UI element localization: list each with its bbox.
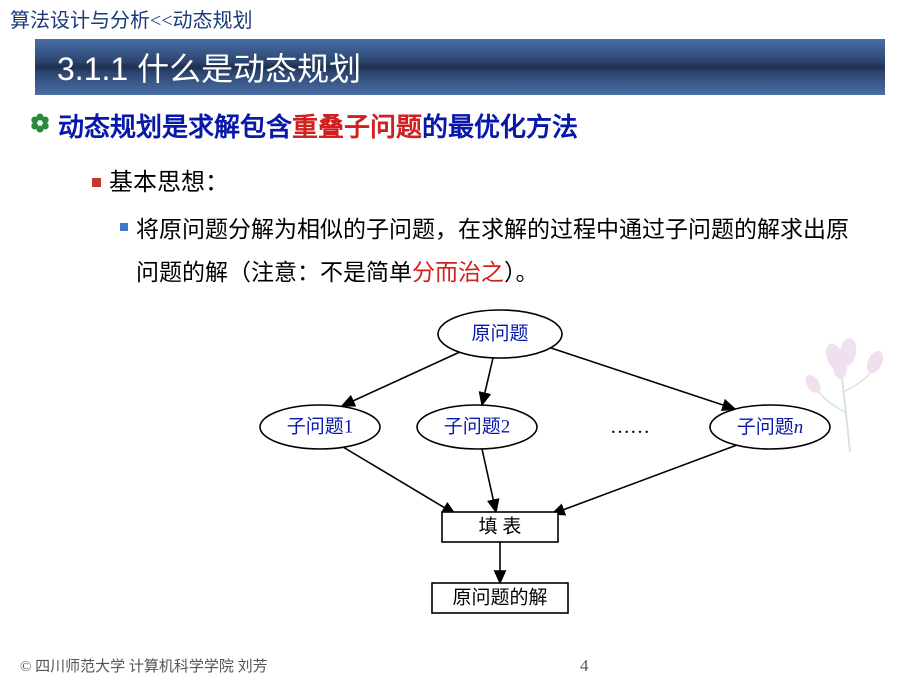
diagram-svg: 原问题子问题1 子问题2 子问题n 填 表原问题的解 …… bbox=[0, 302, 920, 622]
main-text-blue1: 动态规划是求解包含 bbox=[58, 112, 292, 142]
square-bullet-icon bbox=[92, 178, 101, 187]
diagram-area: 原问题子问题1 子问题2 子问题n 填 表原问题的解 …… bbox=[0, 302, 920, 622]
sub-bullet: 基本思想： bbox=[92, 162, 900, 197]
diagram-edge bbox=[552, 445, 737, 514]
text-bullet-content: 将原问题分解为相似的子问题，在求解的过程中通过子问题的解求出原问题的解（注意：不… bbox=[136, 209, 870, 294]
breadcrumb-text: 算法设计与分析<<动态规划 bbox=[10, 10, 253, 32]
flower-bullet-icon bbox=[28, 111, 52, 140]
breadcrumb: 算法设计与分析<<动态规划 bbox=[0, 0, 920, 37]
text-bullet: 将原问题分解为相似的子问题，在求解的过程中通过子问题的解求出原问题的解（注意：不… bbox=[120, 209, 870, 294]
main-bullet: 动态规划是求解包含重叠子问题的最优化方法 bbox=[28, 107, 900, 144]
small-square-bullet-icon bbox=[120, 223, 128, 231]
diagram-edge bbox=[482, 449, 496, 512]
main-bullet-text: 动态规划是求解包含重叠子问题的最优化方法 bbox=[58, 107, 578, 144]
diagram-label-root: 原问题 bbox=[471, 323, 528, 345]
footer: © 四川师范大学 计算机科学学院 刘芳 bbox=[20, 655, 268, 676]
text-highlight: 分而治之 bbox=[412, 260, 504, 285]
diagram-label-sub1: 子问题1 bbox=[287, 416, 354, 438]
diagram-label-subn: 子问题n bbox=[737, 416, 804, 438]
main-text-blue2: 的最优化方法 bbox=[422, 112, 578, 142]
diagram-label-table: 填 表 bbox=[479, 516, 522, 538]
diagram-edge bbox=[342, 351, 462, 406]
page-number-text: 4 bbox=[580, 656, 589, 675]
footer-text: © 四川师范大学 计算机科学学院 刘芳 bbox=[20, 659, 268, 675]
diagram-edge bbox=[482, 358, 493, 405]
diagram-label-sub2: 子问题2 bbox=[444, 416, 511, 438]
diagram-dots: …… bbox=[610, 416, 650, 438]
text-part2: ）。 bbox=[504, 260, 539, 285]
title-banner: 3.1.1 什么是动态规划 bbox=[35, 39, 885, 95]
diagram-edge bbox=[548, 347, 735, 409]
sub-bullet-text: 基本思想： bbox=[109, 162, 229, 197]
title-text: 3.1.1 什么是动态规划 bbox=[57, 44, 361, 90]
diagram-edge bbox=[343, 447, 455, 514]
diagram-label-solution: 原问题的解 bbox=[452, 587, 547, 609]
page-number: 4 bbox=[580, 656, 589, 676]
main-text-red: 重叠子问题 bbox=[292, 112, 422, 142]
